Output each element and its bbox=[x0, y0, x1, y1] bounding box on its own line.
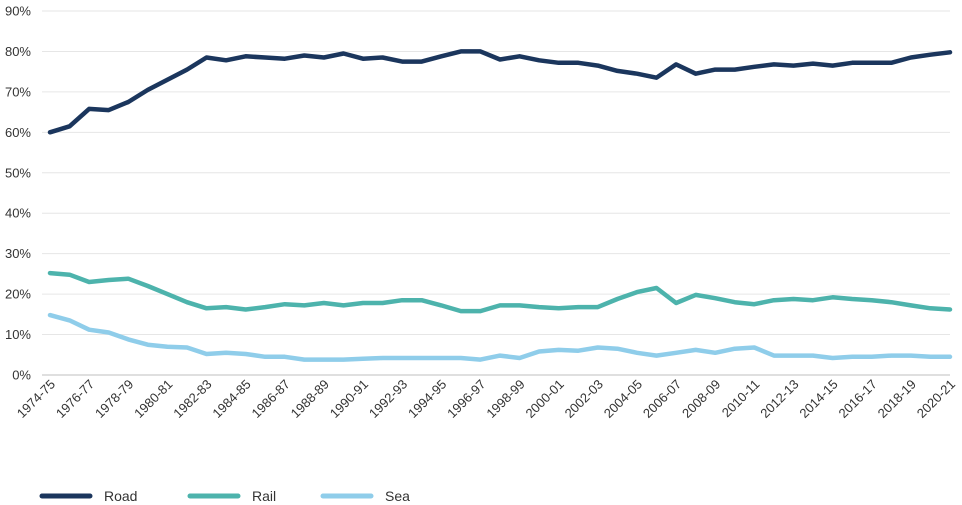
x-tick-label: 1996-97 bbox=[444, 377, 488, 421]
y-axis: 0% 10% 20% 30% 40% 50% 60% 70% 80% 90% bbox=[5, 4, 31, 383]
x-tick-label: 2006-07 bbox=[640, 377, 684, 421]
x-tick-label: 2018-19 bbox=[875, 377, 919, 421]
series-line-road bbox=[47, 49, 953, 135]
x-tick-label: 2010-11 bbox=[719, 377, 763, 421]
y-tick-label: 70% bbox=[5, 84, 31, 99]
x-tick-label: 1980-81 bbox=[131, 377, 175, 421]
x-tick-label: 1976-77 bbox=[53, 377, 97, 421]
x-tick-label: 1974-75 bbox=[14, 377, 58, 421]
x-tick-label: 2012-13 bbox=[757, 377, 801, 421]
gridlines bbox=[42, 10, 950, 376]
legend-label-road: Road bbox=[104, 488, 137, 504]
x-tick-label: 1998-99 bbox=[483, 377, 527, 421]
y-tick-label: 20% bbox=[5, 287, 31, 302]
x-tick-label: 1994-95 bbox=[405, 377, 449, 421]
x-tick-label: 1984-85 bbox=[209, 377, 253, 421]
y-tick-label: 50% bbox=[5, 165, 31, 180]
x-tick-label: 2014-15 bbox=[796, 377, 840, 421]
x-tick-label: 2008-09 bbox=[679, 377, 723, 421]
x-tick-label: 2004-05 bbox=[601, 377, 645, 421]
y-tick-label: 80% bbox=[5, 44, 31, 59]
y-tick-label: 60% bbox=[5, 125, 31, 140]
legend: Road Rail Sea bbox=[39, 488, 410, 504]
x-tick-label: 1982-83 bbox=[170, 377, 214, 421]
x-tick-label: 1992-93 bbox=[366, 377, 410, 421]
x-tick-label: 2002-03 bbox=[562, 377, 606, 421]
x-axis: 1974-751976-771978-791980-811982-831984-… bbox=[14, 377, 958, 421]
x-tick-label: 1978-79 bbox=[92, 377, 136, 421]
y-tick-label: 90% bbox=[5, 4, 31, 19]
x-tick-label: 2000-01 bbox=[522, 377, 566, 421]
series-lines bbox=[47, 49, 953, 362]
x-tick-label: 2016-17 bbox=[836, 377, 880, 421]
y-tick-label: 0% bbox=[12, 368, 31, 383]
legend-label-sea: Sea bbox=[385, 488, 410, 504]
legend-label-rail: Rail bbox=[252, 488, 276, 504]
x-tick-label: 2020-21 bbox=[914, 377, 958, 421]
x-tick-label: 1990-91 bbox=[327, 377, 371, 421]
series-line-sea bbox=[47, 312, 953, 362]
y-tick-label: 40% bbox=[5, 206, 31, 221]
series-line-rail bbox=[47, 270, 953, 314]
y-tick-label: 30% bbox=[5, 246, 31, 261]
x-tick-label: 1988-89 bbox=[288, 377, 332, 421]
y-tick-label: 10% bbox=[5, 327, 31, 342]
x-tick-label: 1986-87 bbox=[249, 377, 293, 421]
